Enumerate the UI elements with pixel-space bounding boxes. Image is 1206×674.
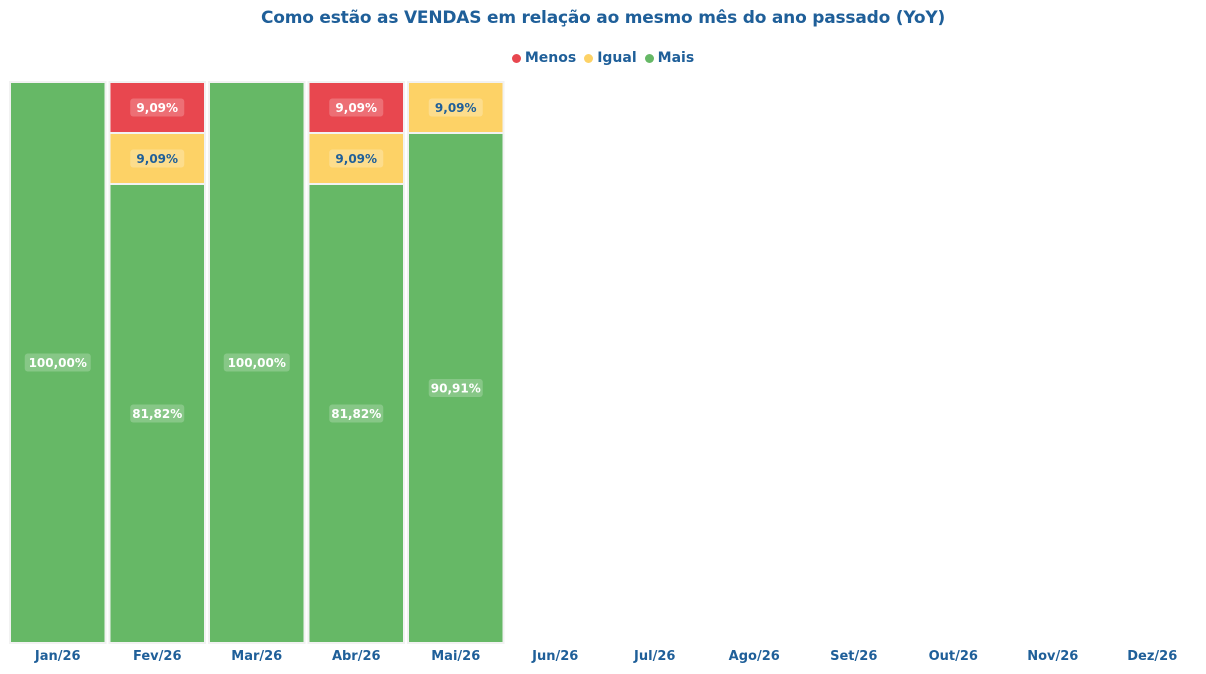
bar-segment-menos-abr-26[interactable] xyxy=(307,81,405,134)
data-label-mais-mai-26: 90,91% xyxy=(431,381,481,395)
data-label-mais-jan-26: 100,00% xyxy=(29,356,87,370)
bar-segment-mais-fev-26[interactable] xyxy=(108,182,206,644)
legend-item-igual[interactable]: Igual xyxy=(584,50,637,66)
legend-label-igual: Igual xyxy=(597,50,637,66)
x-tick-label-mar-26: Mar/26 xyxy=(231,649,282,664)
chart-title: Como estão as VENDAS em relação ao mesmo… xyxy=(260,8,946,28)
x-tick-label-fev-26: Fev/26 xyxy=(133,649,181,664)
data-label-bg xyxy=(130,149,185,168)
data-label-igual-abr-26: 9,09% xyxy=(335,152,377,166)
legend-swatch-menos xyxy=(511,53,521,63)
bar-segment-mais-mar-26[interactable] xyxy=(208,81,306,644)
x-tick-label-out-26: Out/26 xyxy=(929,649,978,664)
x-tick-label-jan-26: Jan/26 xyxy=(34,649,81,664)
data-labels-group: 100,00% 81,82% 9,09% 9,09% 100,00% 81,82% 9,09… xyxy=(24,98,483,423)
x-tick-label-nov-26: Nov/26 xyxy=(1027,649,1078,664)
legend-item-menos[interactable]: Menos xyxy=(511,50,577,66)
data-label-menos-abr-26: 9,09% xyxy=(335,101,377,115)
x-axis: Jan/26 Fev/26 Mar/26 Abr/26 Mai/26 Jun/26 Jul/… xyxy=(34,649,1177,664)
bar-segment-menos-fev-26[interactable] xyxy=(108,81,206,134)
data-label-bg xyxy=(130,98,185,117)
data-label-bg xyxy=(329,404,384,423)
x-tick-label-set-26: Set/26 xyxy=(830,649,877,664)
data-label-bg xyxy=(428,378,483,397)
x-tick-label-jun-26: Jun/26 xyxy=(531,649,578,664)
data-label-mais-mar-26: 100,00% xyxy=(228,356,286,370)
bar-segment-igual-mai-26[interactable] xyxy=(407,81,505,134)
bar-segment-mais-abr-26[interactable] xyxy=(307,182,405,644)
data-label-bg xyxy=(329,149,384,168)
data-label-mais-fev-26: 81,82% xyxy=(132,407,182,421)
data-label-mais-abr-26: 81,82% xyxy=(331,407,381,421)
data-label-igual-fev-26: 9,09% xyxy=(136,152,178,166)
x-tick-label-abr-26: Abr/26 xyxy=(332,649,381,664)
data-label-menos-fev-26: 9,09% xyxy=(136,101,178,115)
x-tick-label-ago-26: Ago/26 xyxy=(729,649,780,664)
data-label-bg xyxy=(428,98,483,117)
legend-swatch-mais xyxy=(644,53,654,63)
bar-segment-mais-mai-26[interactable] xyxy=(407,131,505,644)
legend-item-mais[interactable]: Mais xyxy=(644,50,695,66)
bars-group xyxy=(9,81,505,644)
x-tick-label-mai-26: Mai/26 xyxy=(431,649,480,664)
chart-legend: Menos Igual Mais xyxy=(0,50,1206,66)
legend-swatch-igual xyxy=(584,53,594,63)
data-label-bg xyxy=(24,353,91,372)
data-label-bg xyxy=(223,353,290,372)
x-tick-label-jul-26: Jul/26 xyxy=(633,649,675,664)
data-label-bg xyxy=(329,98,384,117)
legend-label-menos: Menos xyxy=(524,50,577,66)
x-tick-label-dez-26: Dez/26 xyxy=(1127,649,1177,664)
bar-segment-mais-jan-26[interactable] xyxy=(9,81,107,644)
data-label-igual-mai-26: 9,09% xyxy=(435,101,477,115)
bar-segment-igual-abr-26[interactable] xyxy=(307,131,405,185)
legend-label-mais: Mais xyxy=(657,50,695,66)
data-label-bg xyxy=(130,404,185,423)
